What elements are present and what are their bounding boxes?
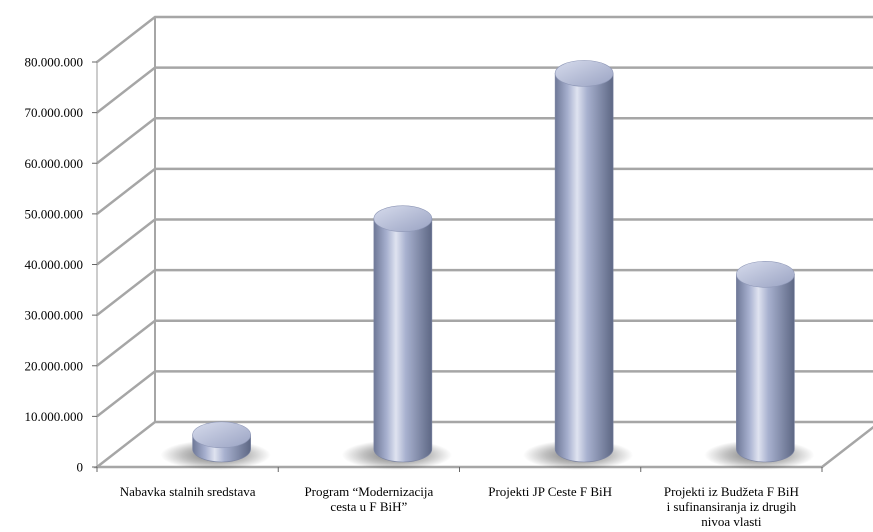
bars	[160, 60, 815, 470]
y-tick-label: 20.000.000	[25, 358, 84, 373]
y-tick-label: 60.000.000	[25, 156, 84, 171]
bar-body	[736, 274, 795, 463]
gridline	[96, 218, 873, 266]
bar	[523, 60, 634, 470]
bar	[704, 261, 815, 470]
bar-top	[736, 261, 795, 288]
y-tick-label: 0	[77, 460, 84, 475]
y-tick-label: 10.000.000	[25, 409, 84, 424]
bar-top	[192, 421, 251, 449]
bar-top	[373, 205, 433, 232]
x-tick-label: Projekti JP Ceste F BiH	[488, 484, 612, 499]
bar-body	[373, 218, 433, 463]
bar-top	[554, 60, 614, 87]
x-tick-label: Projekti iz Budžeta F BiH i sufinansiranj…	[663, 484, 799, 529]
y-tick-label: 30.000.000	[25, 308, 84, 323]
y-tick-labels: 0 10.000.000 20.000.000 30.000.000 40.000.00…	[25, 55, 84, 475]
gridline	[96, 167, 873, 215]
gridline	[96, 117, 873, 165]
bar-body	[554, 73, 614, 463]
gridline	[96, 15, 873, 63]
bar	[160, 421, 271, 470]
gridline	[96, 66, 873, 114]
bar	[341, 205, 452, 470]
x-tick-label: Program “Modernizacija cesta u F BiH”	[304, 484, 434, 514]
y-tick-label: 70.000.000	[25, 105, 84, 120]
y-tick-label: 40.000.000	[25, 257, 84, 272]
y-tick-label: 80.000.000	[25, 55, 84, 70]
y-tick-label: 50.000.000	[25, 206, 84, 221]
x-tick-label: Nabavka stalnih sredstava	[119, 484, 256, 499]
